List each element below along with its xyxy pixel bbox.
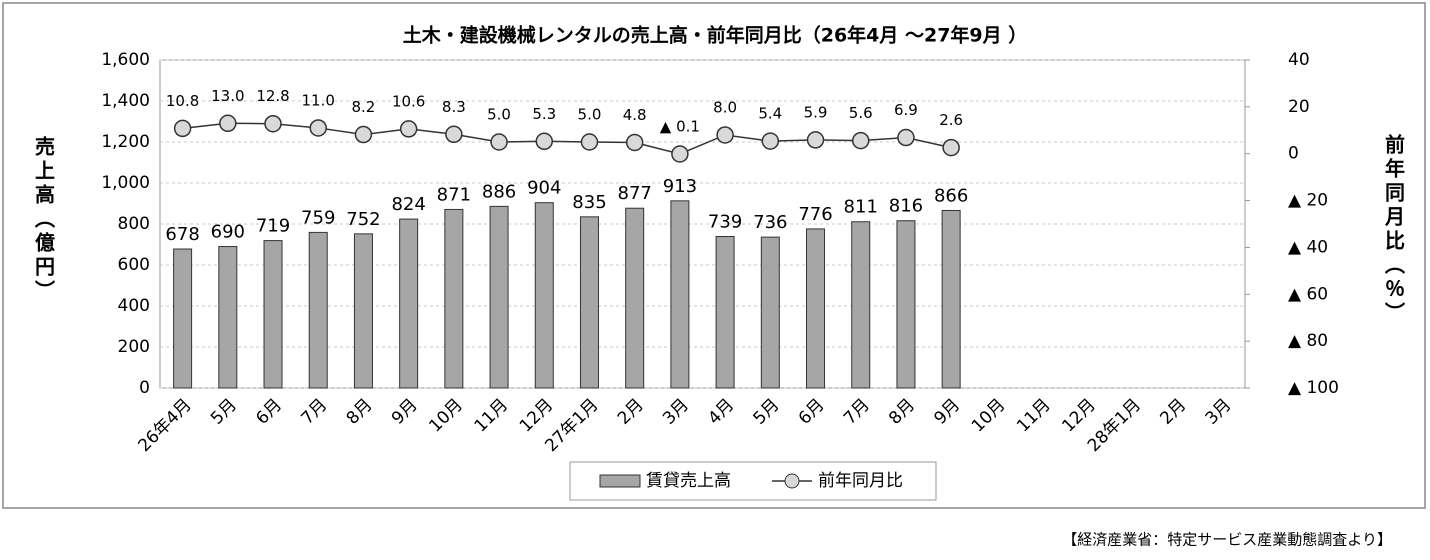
line-value-label: 2.6 xyxy=(939,111,963,129)
line-value-label: 5.6 xyxy=(849,104,873,122)
chart-title: 土木・建設機械レンタルの売上高・前年同月比（26年4月 ～27年9月 ） xyxy=(403,24,1028,47)
y2-axis-label: 前年同月比（％） xyxy=(1382,133,1406,326)
bar xyxy=(534,202,554,389)
bar-value-label: 877 xyxy=(618,183,652,204)
line-value-label: 5.0 xyxy=(487,106,511,124)
bar-value-label: 719 xyxy=(256,216,290,237)
bar-value-label: 690 xyxy=(211,222,245,243)
bar xyxy=(760,236,780,389)
y2-tick-label: ▲ 100 xyxy=(1288,378,1339,398)
y-tick-label: 1,600 xyxy=(101,50,150,70)
bar xyxy=(941,209,961,389)
bar-value-label: 835 xyxy=(572,192,606,213)
line-value-label: 4.8 xyxy=(623,106,647,124)
y2-tick-label: ▲ 20 xyxy=(1288,191,1328,211)
line-value-label: 8.0 xyxy=(713,98,737,116)
bar-value-label: 824 xyxy=(391,194,425,215)
line-value-label: 6.9 xyxy=(894,101,918,119)
bar xyxy=(173,248,193,389)
bar-value-label: 736 xyxy=(753,212,787,233)
line-point xyxy=(806,131,825,149)
bar xyxy=(715,236,735,389)
bar-value-label: 886 xyxy=(482,181,516,202)
line-value-label: 5.4 xyxy=(758,105,782,123)
line-value-label: 5.0 xyxy=(578,106,602,124)
y-tick-label: 1,000 xyxy=(101,173,150,193)
y2-tick-label: 40 xyxy=(1288,50,1310,70)
bar-value-label: 739 xyxy=(708,212,742,233)
bar xyxy=(670,200,690,389)
bar-value-label: 913 xyxy=(663,176,697,197)
line-value-label: 10.8 xyxy=(166,92,199,110)
line-point xyxy=(671,145,689,163)
bar xyxy=(625,207,645,389)
line-point xyxy=(219,114,237,133)
line-value-label: 8.3 xyxy=(442,98,466,116)
y2-tick-label: ▲ 80 xyxy=(1288,331,1328,351)
line-point xyxy=(445,125,463,144)
y-tick-label: 400 xyxy=(118,296,150,316)
chart-frame xyxy=(2,2,1426,509)
line-value-label: 5.3 xyxy=(532,105,556,123)
y-tick-label: 1,400 xyxy=(101,91,150,111)
y2-tick-label: 0 xyxy=(1288,144,1299,164)
line-value-label: 8.2 xyxy=(352,98,376,116)
bar-value-label: 866 xyxy=(934,185,968,206)
legend-swatch xyxy=(599,474,641,488)
legend-swatch xyxy=(784,473,800,489)
line-value-label: 12.8 xyxy=(256,87,289,105)
legend-label: 賃貸売上高 xyxy=(646,471,731,491)
bar xyxy=(489,205,509,389)
bar xyxy=(896,220,916,389)
y2-tick-label: 20 xyxy=(1288,97,1310,117)
bar-value-label: 871 xyxy=(437,184,471,205)
bar-value-label: 678 xyxy=(165,224,199,245)
line-value-label: 5.9 xyxy=(804,103,828,121)
line-point xyxy=(490,133,508,151)
line-point xyxy=(354,125,373,144)
bar xyxy=(399,218,419,389)
line-point xyxy=(761,132,780,150)
bar-value-label: 759 xyxy=(301,207,335,228)
bar xyxy=(353,233,373,389)
legend-label: 前年同月比 xyxy=(818,471,903,491)
source-note: 【経済産業省：特定サービス産業動態調査より】 xyxy=(1062,531,1392,549)
bar xyxy=(444,208,464,389)
y-tick-label: 1,200 xyxy=(101,132,150,152)
line-point xyxy=(173,119,192,138)
bar xyxy=(308,231,328,389)
y-tick-label: 800 xyxy=(118,214,150,234)
bar xyxy=(806,228,826,389)
bar xyxy=(263,240,283,389)
y-tick-label: 0 xyxy=(139,378,150,398)
line-point xyxy=(399,120,418,138)
line-point xyxy=(264,114,282,133)
y2-tick-label: ▲ 40 xyxy=(1288,237,1328,257)
y2-tick-label: ▲ 60 xyxy=(1288,284,1328,304)
line-point xyxy=(942,138,960,157)
line-value-label: 10.6 xyxy=(392,92,425,110)
y-axis-label: 売上高（億円） xyxy=(32,136,56,304)
bar-value-label: 776 xyxy=(798,204,832,225)
bar-value-label: 811 xyxy=(844,197,878,218)
line-point xyxy=(309,119,327,137)
bar-value-label: 752 xyxy=(346,209,380,230)
line-point xyxy=(580,133,599,151)
line-value-label: 11.0 xyxy=(302,91,335,109)
y-tick-label: 600 xyxy=(118,255,150,275)
line-point xyxy=(535,132,554,151)
line-point xyxy=(625,133,644,152)
y-tick-label: 200 xyxy=(118,337,150,357)
bar xyxy=(851,221,871,389)
bar-value-label: 816 xyxy=(889,196,923,217)
line-value-label: 13.0 xyxy=(211,87,244,105)
line-point xyxy=(851,131,870,150)
line-point xyxy=(716,126,734,144)
bar xyxy=(579,216,599,389)
line-point xyxy=(897,128,915,147)
line-value-label: ▲ 0.1 xyxy=(660,117,700,135)
bar-value-label: 904 xyxy=(527,178,561,199)
bar xyxy=(218,246,238,389)
